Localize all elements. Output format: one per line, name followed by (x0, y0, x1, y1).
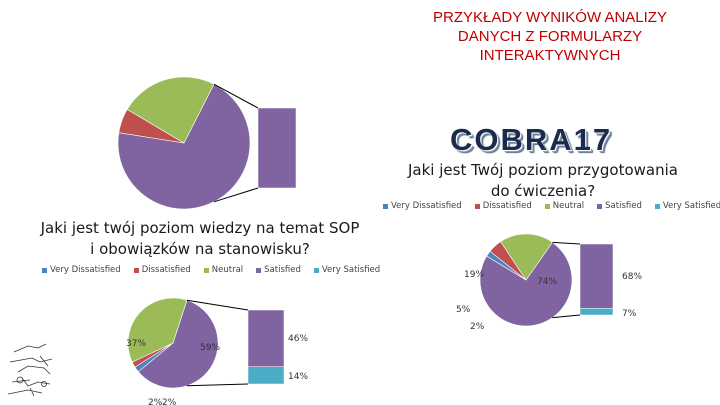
legend-label: Very Dissatisfied (50, 265, 121, 275)
chart-title-line: Jaki jest twój poziom wiedzy na temat SO… (40, 219, 360, 237)
chart-title-line: i obowiązków na stanowisku? (90, 240, 310, 258)
legend-item: Satisfied (256, 265, 301, 275)
legend-sop-knowledge: Very Dissatisfied Dissatisfied Neutral S… (42, 265, 380, 275)
data-label: 19% (464, 270, 484, 280)
legend-label: Dissatisfied (482, 201, 532, 211)
chart-title-line: do ćwiczenia? (490, 182, 596, 200)
pie-chart-preparation: 74% 2% 5% 19% 68% 7% (456, 233, 642, 332)
pie-slice-satisfied (137, 299, 219, 389)
legend-swatch (383, 203, 388, 209)
legend-swatch (544, 203, 550, 209)
data-label: 14% (288, 372, 308, 382)
legend-item: Dissatisfied (133, 265, 191, 275)
legend-item: Very Satisfied (313, 265, 381, 275)
connector-line (186, 299, 249, 311)
chart-title-line: Jaki jest Twój poziom przygotowania (408, 161, 678, 179)
legend-preparation: Very Dissatisfied Dissatisfied Neutral S… (383, 201, 720, 211)
legend-item: Dissatisfied (474, 201, 532, 211)
legend-item: Very Dissatisfied (42, 265, 121, 275)
slide-title-line: DANYCH Z FORMULARZY (457, 28, 643, 45)
data-label: 7% (622, 309, 637, 319)
breakout-bar-very-satisfied (579, 308, 614, 316)
pie-slice-neutral (126, 76, 215, 144)
legend-swatch (474, 203, 480, 209)
legend-label: Satisfied (605, 201, 642, 211)
pie-slice-satisfied (479, 241, 573, 327)
pie-slice-neutral (500, 233, 553, 281)
breakout-bar-satisfied (247, 309, 285, 367)
legend-item: Neutral (544, 201, 585, 211)
legend-swatch (256, 267, 262, 273)
slide-title-line: PRZYKŁADY WYNIKÓW ANALIZY (433, 9, 667, 26)
sketch-wheel (16, 376, 24, 384)
data-label: 37% (126, 339, 146, 349)
legend-item: Very Dissatisfied (383, 201, 462, 211)
breakout-bar-very-satisfied (247, 366, 285, 385)
breakout-bar-satisfied (579, 243, 614, 309)
data-label: 2% (162, 398, 177, 405)
chart-title-preparation: Jaki jest Twój poziom przygotowania do ć… (388, 160, 698, 202)
cobra17-logo: COBRA17 (450, 122, 613, 157)
legend-label: Very Satisfied (321, 265, 381, 275)
data-label: 74% (537, 277, 557, 287)
sketch-lines (7, 343, 53, 397)
pie-chart-sop-knowledge: 59% 2% 2% 37% 46% 14% (126, 297, 308, 405)
slide-title-line: INTERAKTYWNYCH (479, 47, 621, 64)
legend-swatch (313, 267, 319, 273)
legend-swatch (597, 203, 603, 209)
data-label: 68% (622, 272, 642, 282)
data-label: 5% (456, 305, 471, 315)
data-label: 59% (200, 343, 220, 353)
legend-item: Neutral (203, 265, 244, 275)
legend-label: Very Dissatisfied (391, 201, 462, 211)
legend-label: Satisfied (264, 265, 301, 275)
legend-swatch (654, 203, 660, 209)
sketch-wheel (41, 381, 47, 387)
legend-item: Very Satisfied (654, 201, 720, 211)
breakout-bar-satisfied (257, 107, 297, 189)
legend-item: Satisfied (597, 201, 642, 211)
legend-label: Neutral (211, 265, 244, 275)
legend-label: Dissatisfied (141, 265, 191, 275)
connector-line (552, 241, 581, 245)
connector-line (213, 187, 259, 203)
connector-line (552, 314, 581, 319)
data-label: 46% (288, 334, 308, 344)
data-label: 2% (148, 398, 163, 405)
decorative-pie-top-left (117, 76, 297, 210)
pie-slice-satisfied (117, 83, 251, 210)
legend-swatch (42, 267, 47, 273)
chart-title-sop-knowledge: Jaki jest twój poziom wiedzy na temat SO… (20, 218, 380, 260)
slide-title: PRZYKŁADY WYNIKÓW ANALIZY DANYCH Z FORMU… (380, 8, 720, 65)
legend-swatch (203, 267, 209, 273)
connector-line (213, 83, 259, 109)
sketch-illustration (7, 343, 53, 397)
legend-label: Neutral (552, 201, 585, 211)
connector-line (186, 383, 249, 387)
legend-swatch (133, 267, 139, 273)
data-label: 2% (470, 322, 485, 332)
pie-slice-neutral (127, 297, 188, 363)
legend-label: Very Satisfied (662, 201, 720, 211)
